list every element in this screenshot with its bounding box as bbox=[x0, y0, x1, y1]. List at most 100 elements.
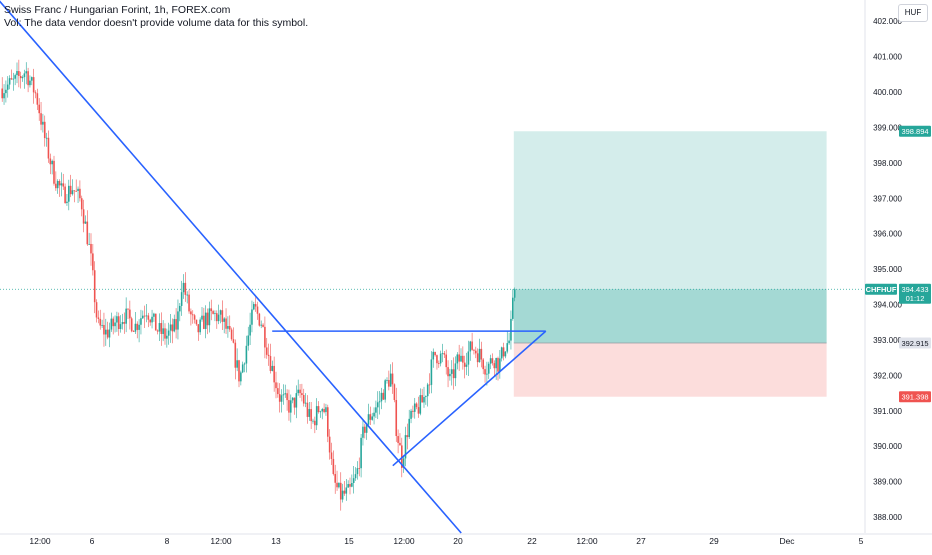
candle-body bbox=[51, 160, 53, 165]
candle-body bbox=[114, 322, 116, 327]
candle-body bbox=[190, 311, 192, 315]
x-tick-label: 12:00 bbox=[576, 536, 598, 546]
candle-body bbox=[278, 394, 281, 402]
candle-body bbox=[45, 137, 48, 139]
candle-body bbox=[491, 358, 494, 364]
candle-body bbox=[129, 309, 131, 319]
candle-body bbox=[410, 410, 412, 419]
candle-body bbox=[143, 315, 146, 317]
candle-body bbox=[125, 308, 127, 324]
candle-body bbox=[175, 319, 177, 330]
candle-body bbox=[5, 89, 7, 94]
candle-body bbox=[195, 319, 198, 325]
candle-body bbox=[397, 436, 399, 443]
candle-body bbox=[119, 324, 122, 330]
candle-body bbox=[301, 393, 303, 396]
candle-body bbox=[471, 341, 473, 350]
candle-body bbox=[32, 77, 35, 93]
y-tick-label: 395.000 bbox=[873, 265, 902, 274]
candle-body bbox=[27, 71, 29, 86]
candle-body bbox=[428, 384, 431, 386]
candle-body bbox=[160, 323, 163, 334]
x-tick-label: 22 bbox=[527, 536, 537, 546]
candle-body bbox=[97, 317, 100, 319]
candle-body bbox=[112, 318, 114, 327]
candle-body bbox=[321, 409, 324, 412]
candle-body bbox=[389, 373, 392, 387]
candle-body bbox=[149, 319, 151, 323]
candle-body bbox=[132, 331, 135, 332]
candle-body bbox=[188, 294, 190, 312]
candle-body bbox=[364, 426, 366, 433]
candle-body bbox=[232, 339, 235, 343]
candle-body bbox=[454, 363, 457, 379]
candle-body bbox=[208, 308, 211, 326]
candle-body bbox=[325, 407, 327, 413]
candle-body bbox=[49, 158, 52, 165]
candle-body bbox=[90, 243, 92, 254]
candle-body bbox=[339, 482, 342, 500]
candle-body bbox=[417, 407, 420, 414]
candle-body bbox=[260, 324, 262, 326]
candle-body bbox=[106, 329, 109, 338]
price-label-symbol: CHFHUF bbox=[866, 285, 897, 294]
candle-body bbox=[421, 395, 423, 403]
currency-button[interactable]: HUF bbox=[898, 4, 928, 22]
candle-body bbox=[130, 318, 133, 332]
x-tick-label: 5 bbox=[859, 536, 864, 546]
candle-body bbox=[369, 414, 372, 420]
candle-body bbox=[1, 88, 3, 99]
filled-profit-zone bbox=[513, 289, 827, 343]
candle-body bbox=[271, 365, 274, 371]
candle-body bbox=[80, 198, 83, 210]
candle-body bbox=[476, 353, 479, 363]
candle-body bbox=[249, 324, 251, 336]
y-tick-label: 391.000 bbox=[873, 407, 902, 416]
candle-body bbox=[23, 73, 26, 78]
price-label-bg bbox=[865, 283, 897, 295]
candle-body bbox=[323, 409, 325, 413]
candle-body bbox=[315, 406, 318, 426]
candle-body bbox=[434, 351, 436, 356]
candle-body bbox=[43, 121, 46, 139]
trendline-3 bbox=[392, 330, 547, 467]
symbol-title: Swiss Franc / Hungarian Forint, 1h, FORE… bbox=[4, 4, 231, 16]
candle-body bbox=[450, 369, 453, 374]
candle-body bbox=[419, 395, 422, 414]
candle-body bbox=[162, 328, 164, 334]
candle-body bbox=[460, 355, 462, 362]
candle-body bbox=[82, 209, 85, 224]
candle-body bbox=[354, 474, 357, 479]
candle-body bbox=[225, 318, 227, 329]
candle-body bbox=[53, 160, 55, 184]
candle-body bbox=[367, 414, 370, 425]
candle-body bbox=[58, 180, 61, 186]
candle-body bbox=[95, 302, 98, 318]
candle-body bbox=[462, 355, 464, 363]
candle-body bbox=[204, 312, 207, 329]
candle-body bbox=[473, 349, 475, 351]
candle-body bbox=[34, 92, 37, 94]
candle-body bbox=[395, 400, 398, 437]
candle-body bbox=[347, 484, 349, 488]
y-tick-label: 401.000 bbox=[873, 53, 902, 62]
trendline-1 bbox=[0, 0, 462, 534]
candle-body bbox=[508, 340, 510, 344]
candle-body bbox=[238, 360, 240, 382]
candle-body bbox=[243, 363, 246, 365]
candle-body bbox=[136, 323, 139, 330]
candle-body bbox=[487, 363, 490, 374]
candle-body bbox=[282, 394, 285, 396]
candle-body bbox=[495, 358, 497, 369]
candle-body bbox=[286, 393, 288, 401]
candle-body bbox=[378, 401, 381, 403]
candle-body bbox=[280, 395, 283, 402]
y-tick-label: 397.000 bbox=[873, 194, 902, 203]
candle-body bbox=[382, 392, 385, 400]
price-label-profit: 398.894 bbox=[901, 127, 928, 136]
candle-body bbox=[493, 363, 496, 369]
candle-body bbox=[138, 324, 140, 330]
candle-body bbox=[153, 313, 155, 317]
